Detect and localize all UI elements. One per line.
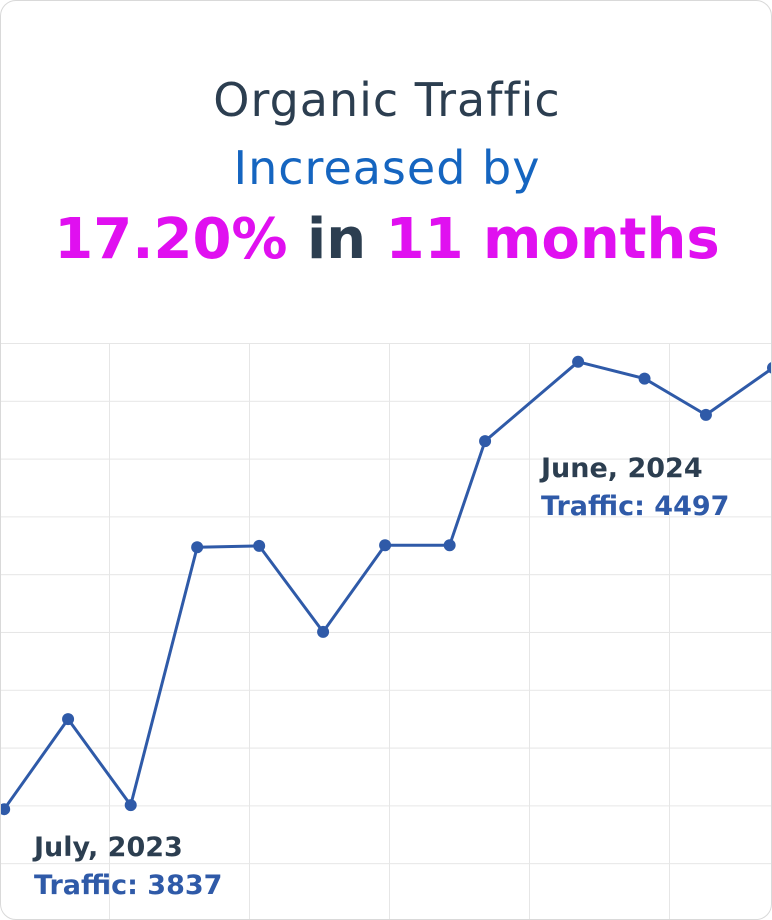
point [191,541,204,554]
point [317,625,330,638]
title: Organic Traffic [213,73,561,127]
point [699,408,712,421]
headline-joiner: in [307,207,367,272]
point [443,539,456,552]
point [1,803,11,816]
annotation: July, 2023 Traffic: 3837 [34,829,222,905]
point [767,362,771,374]
point [62,713,75,726]
annotation: June, 2024 Traffic: 4497 [541,450,729,526]
headline-period: 11 months [385,207,720,272]
point [379,539,392,552]
point [638,372,651,385]
headline: 17.20% in 11 months [1,207,771,272]
point [479,435,492,448]
point [124,799,137,812]
point [572,355,585,368]
grid-background [1,343,771,919]
annotation-text: Traffic: 4497 [541,491,730,522]
headline-change: 17.20% [54,207,288,272]
line [2,360,771,811]
annotation-label: July, 2023 [34,832,183,863]
subtitle: Increased by [233,141,541,195]
point [253,539,266,552]
annotation-text: Traffic: 3837 [34,870,223,901]
annotation-label: June, 2024 [541,453,703,484]
